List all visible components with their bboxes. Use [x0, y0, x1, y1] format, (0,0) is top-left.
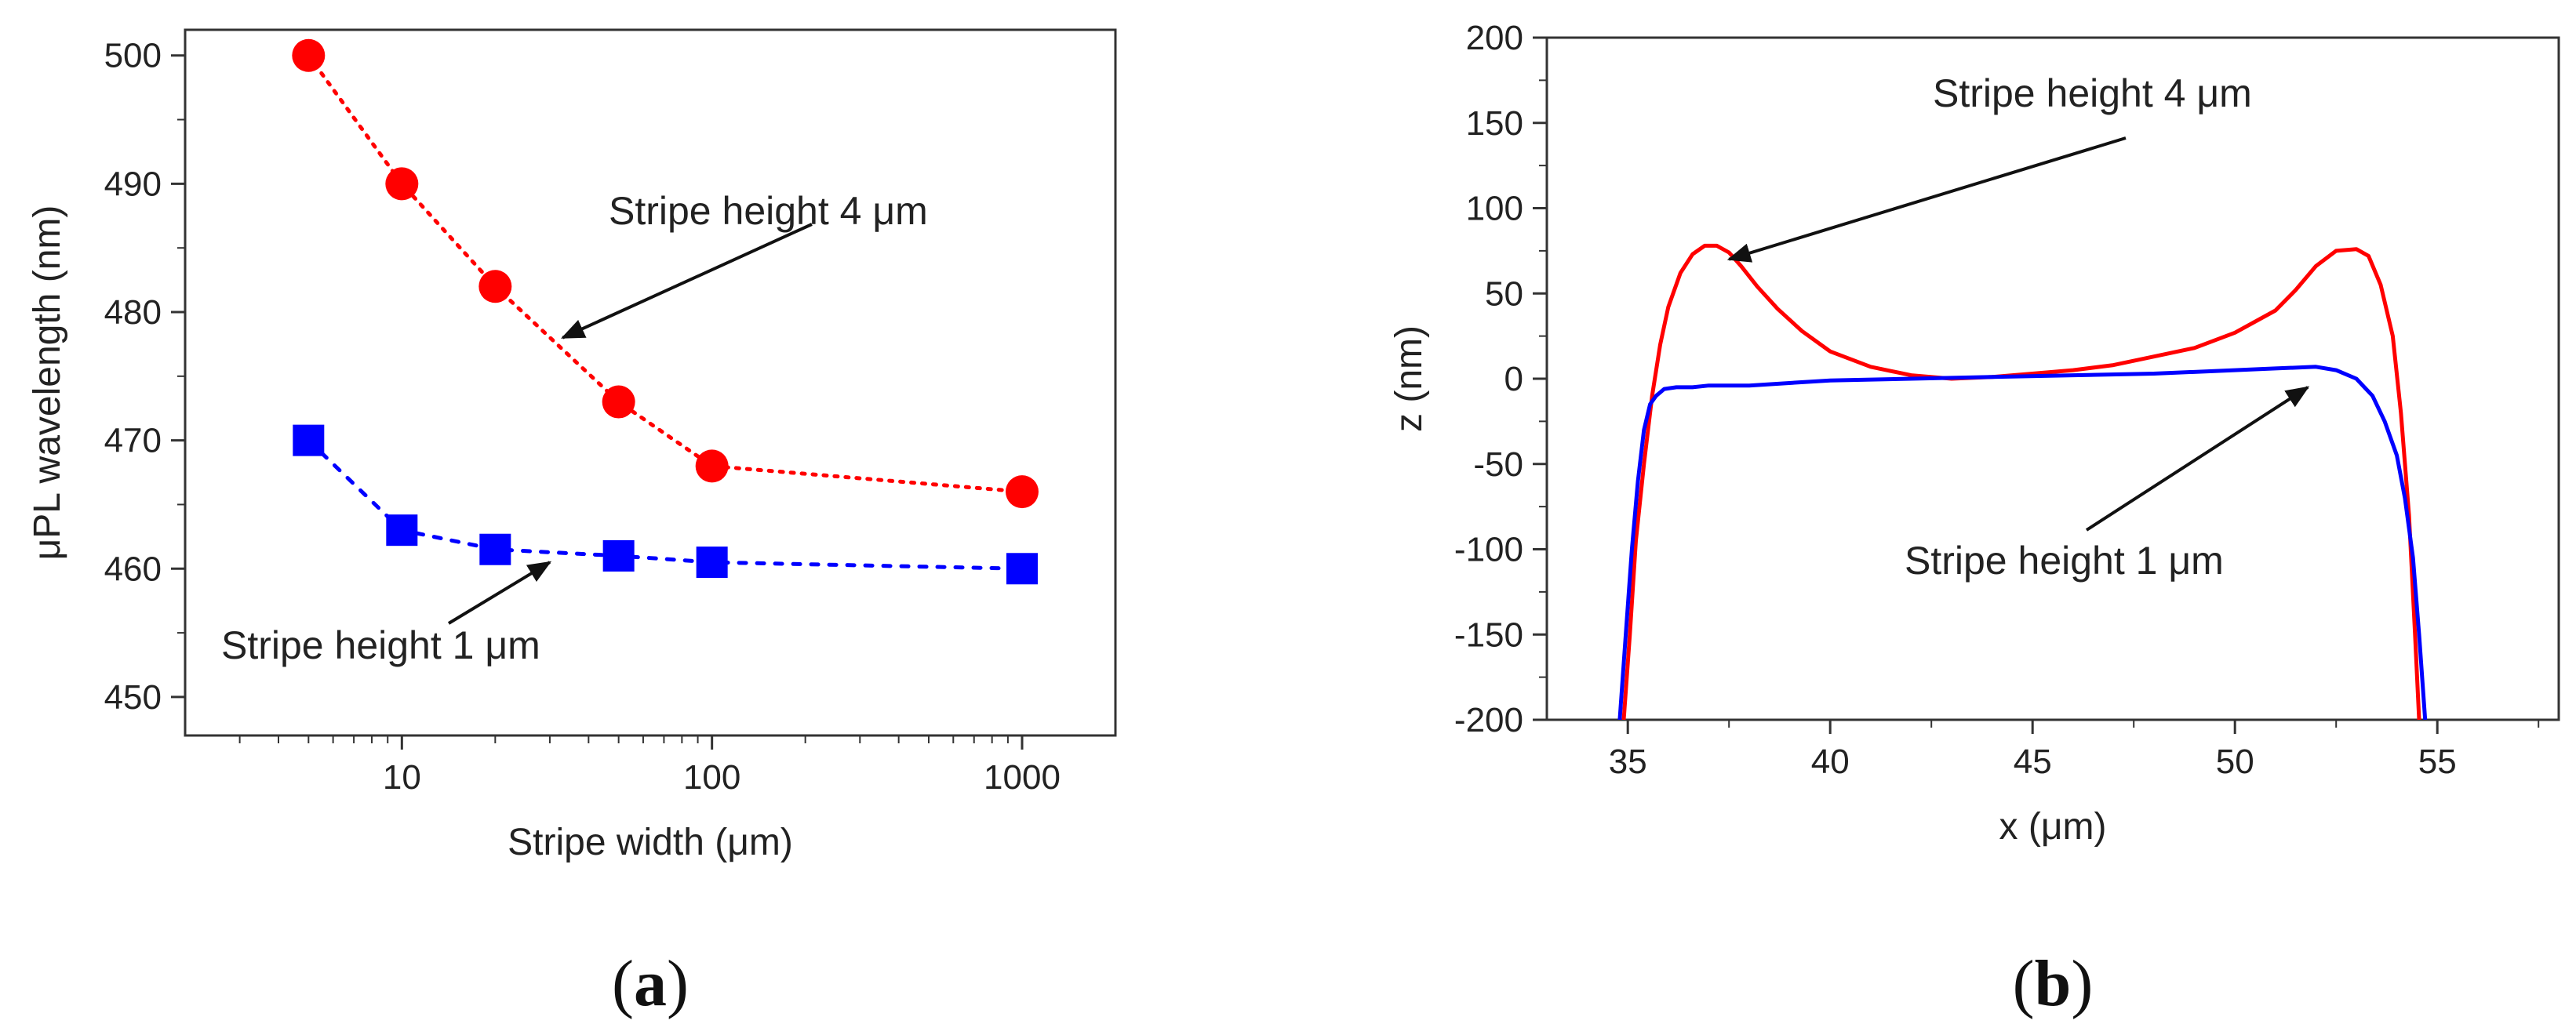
y-tick-label: 200 — [1466, 19, 1523, 57]
y-tick-label: 480 — [104, 293, 162, 332]
panel-label-letter: a — [634, 947, 667, 1020]
y-tick-label: 490 — [104, 165, 162, 203]
panel-label-open-paren: ( — [612, 947, 634, 1020]
panel-label-close-paren: ) — [667, 947, 689, 1020]
annotation-arrow — [1726, 136, 2127, 263]
y-tick-label: 100 — [1466, 190, 1523, 228]
profile-line — [1617, 365, 2428, 721]
x-tick-label: 35 — [1609, 743, 1647, 781]
panel-label-close-paren: ) — [2071, 947, 2093, 1020]
data-point-square — [602, 539, 635, 572]
data-point-circle — [478, 270, 512, 303]
y-tick-label: 470 — [104, 422, 162, 460]
data-point-square — [1006, 553, 1038, 585]
x-tick-label: 55 — [2418, 743, 2457, 781]
data-point-square — [293, 424, 325, 456]
panel-a-ticks: 10 100 1000 450 460 470 480 490 500 — [104, 37, 1061, 797]
panel-b-x-axis-title: x (μm) — [1999, 806, 2107, 848]
panel-b-annotations: Stripe height 4 μm Stripe height 1 μm — [1726, 71, 2310, 583]
y-tick-label: 450 — [104, 678, 162, 717]
profile-line — [1621, 243, 2421, 721]
annotation-label: Stripe height 4 μm — [1933, 71, 2252, 115]
annotation-label: Stripe height 1 μm — [221, 623, 540, 667]
panel-b-series — [1617, 243, 2428, 721]
data-point-square — [386, 514, 418, 547]
x-tick-label: 100 — [683, 758, 740, 797]
x-tick-label: 10 — [383, 758, 421, 797]
y-tick-label: -200 — [1454, 701, 1523, 739]
y-tick-label: 50 — [1485, 274, 1523, 313]
y-tick-label: -50 — [1473, 445, 1523, 484]
annotation-label: Stripe height 4 μm — [609, 189, 928, 233]
x-tick-label: 40 — [1811, 743, 1850, 781]
data-point-circle — [385, 167, 419, 201]
panel-a-plot-frame — [184, 28, 1117, 737]
series-connector-line — [306, 53, 1024, 494]
panel-label-letter: b — [2035, 947, 2072, 1020]
panel-a: 10 100 1000 450 460 470 480 490 500 Stripe heigh… — [27, 28, 1117, 1020]
y-tick-label: 150 — [1466, 104, 1523, 143]
y-tick-label: 0 — [1504, 360, 1523, 398]
y-tick-label: -150 — [1454, 616, 1523, 654]
y-tick-label: 460 — [104, 550, 162, 588]
panel-b: 35 40 45 50 55 -200 -150 -100 -50 0 50 100 150 200 St… — [1388, 19, 2560, 1020]
x-tick-label: 45 — [2014, 743, 2052, 781]
annotation-arrow — [447, 561, 552, 625]
panel-a-series — [292, 38, 1039, 585]
data-point-circle — [695, 449, 729, 483]
panel-b-label: (b) — [2013, 947, 2094, 1020]
data-point-circle — [1005, 475, 1039, 509]
x-tick-label: 1000 — [984, 758, 1061, 797]
panel-a-x-axis-title: Stripe width (μm) — [508, 822, 793, 863]
x-tick-label: 50 — [2216, 743, 2254, 781]
panel-b-plot-frame — [1545, 36, 2560, 721]
y-tick-label: -100 — [1454, 531, 1523, 569]
panel-b-ticks: 35 40 45 50 55 -200 -150 -100 -50 0 50 100 150 200 — [1454, 19, 2540, 781]
data-point-circle — [292, 38, 326, 72]
annotation-arrow — [561, 223, 813, 340]
data-point-square — [479, 533, 511, 565]
panel-a-y-axis-title: μPL wavelength (nm) — [27, 205, 68, 561]
data-point-circle — [602, 385, 635, 419]
data-point-square — [696, 547, 728, 579]
annotation-label: Stripe height 1 μm — [1905, 539, 2224, 583]
y-tick-label: 500 — [104, 37, 162, 75]
panel-b-y-axis-title: z (nm) — [1388, 325, 1430, 432]
panel-label-open-paren: ( — [2013, 947, 2035, 1020]
panel-a-annotations: Stripe height 4 μm Stripe height 1 μm — [221, 189, 928, 667]
annotation-arrow — [2085, 386, 2310, 532]
panel-a-label: (a) — [612, 947, 689, 1020]
series-connector-line — [306, 438, 1024, 571]
